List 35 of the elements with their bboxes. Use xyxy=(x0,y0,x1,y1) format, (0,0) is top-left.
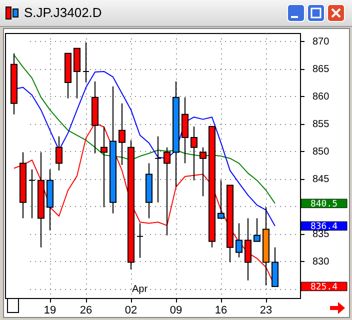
x-tick-label: 09 xyxy=(170,304,182,316)
y-tick-label: 835 xyxy=(312,229,330,240)
y-tick-label: 860 xyxy=(312,92,330,103)
line-series xyxy=(14,54,276,204)
candlestick xyxy=(190,126,198,181)
candlestick xyxy=(136,222,144,258)
candlestick xyxy=(254,218,260,242)
x-tick-label: 23 xyxy=(260,304,272,316)
y-tick-label: 830 xyxy=(312,256,330,268)
x-tick-label: 26 xyxy=(80,304,92,316)
candlestick xyxy=(236,222,242,258)
candlestick xyxy=(164,146,170,236)
candlestick xyxy=(56,136,62,171)
candlestick xyxy=(182,96,188,164)
annotation: Apr xyxy=(132,284,148,295)
text: 836.4 xyxy=(310,222,338,232)
text: 840.5 xyxy=(310,199,338,210)
y-tick-label: 865 xyxy=(312,64,330,76)
candlestick xyxy=(82,42,90,83)
y-tick-label: 855 xyxy=(312,119,330,130)
candlestick xyxy=(28,168,36,219)
candlestick xyxy=(200,146,206,197)
candlestick xyxy=(244,218,252,281)
x-tick-label: 16 xyxy=(214,304,228,316)
candlestick xyxy=(154,136,162,203)
y-tick-label: 870 xyxy=(312,36,330,48)
chart-title: S.JP.J3402.D xyxy=(24,5,102,20)
x-tick-label: 02 xyxy=(124,304,138,316)
x-tick-label: 19 xyxy=(44,304,56,316)
text: 825.4 xyxy=(310,282,338,292)
y-tick-label: 845 xyxy=(312,174,330,186)
candlestick xyxy=(218,180,224,219)
candlestick xyxy=(100,126,108,208)
y-tick-label: 850 xyxy=(312,146,330,158)
candlestick xyxy=(74,48,80,99)
